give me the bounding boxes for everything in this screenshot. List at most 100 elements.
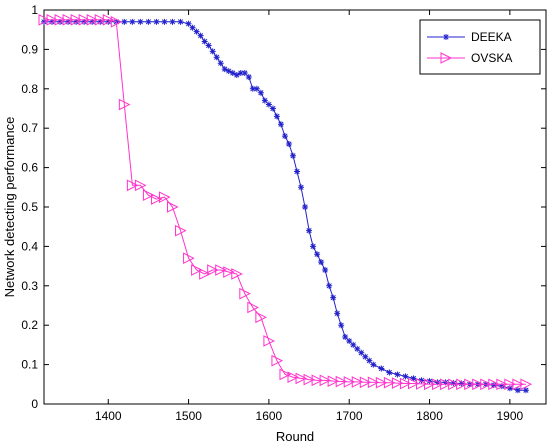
data-point — [362, 353, 369, 360]
legend-item-ovska: OVSKA — [427, 51, 512, 65]
data-point — [241, 70, 248, 77]
legend-item-deeka: DEEKA — [427, 30, 512, 44]
data-point — [167, 201, 179, 213]
axis-ticks: 1400 1500 1600 1700 1800 1900 0 0.1 0.2 0.3 0.4 0.5… — [21, 3, 546, 423]
data-point — [522, 387, 529, 394]
x-tick-label: 1400 — [95, 409, 122, 423]
data-point — [488, 378, 500, 391]
y-tick-label: 0.5 — [21, 200, 38, 214]
data-point — [375, 376, 388, 389]
series-ovska — [38, 14, 533, 391]
data-point — [263, 335, 276, 347]
data-point — [391, 377, 404, 389]
data-point — [440, 378, 452, 391]
data-point — [225, 68, 232, 75]
x-tick-label: 1500 — [175, 409, 202, 423]
legend-box — [419, 19, 541, 75]
data-point — [366, 357, 373, 364]
data-point — [506, 385, 513, 392]
data-point — [273, 113, 280, 120]
data-point — [221, 66, 228, 73]
legend-label: OVSKA — [471, 51, 512, 65]
data-point — [450, 380, 457, 387]
data-point — [239, 287, 251, 300]
data-point — [359, 376, 372, 389]
y-tick-label: 1 — [31, 3, 38, 17]
data-point — [326, 282, 333, 289]
data-point — [322, 267, 329, 274]
data-point — [121, 18, 128, 25]
data-point — [237, 70, 244, 77]
data-point — [62, 14, 75, 26]
data-point — [319, 374, 332, 387]
data-point — [378, 365, 385, 372]
data-point — [520, 378, 533, 391]
data-point — [201, 38, 208, 45]
data-point — [346, 337, 353, 344]
data-point — [370, 361, 377, 368]
x-tick-label: 1600 — [256, 409, 283, 423]
data-point — [169, 18, 176, 25]
data-point — [78, 14, 91, 26]
data-point — [153, 18, 160, 25]
data-point — [432, 378, 444, 391]
data-point — [150, 193, 163, 205]
data-point — [197, 32, 204, 39]
data-point — [193, 28, 200, 35]
data-point — [269, 105, 276, 112]
data-point — [330, 294, 337, 301]
data-point — [54, 14, 67, 26]
data-point — [440, 52, 453, 64]
data-point — [402, 373, 409, 380]
data-point — [279, 368, 292, 381]
data-point — [351, 376, 364, 388]
data-point — [255, 311, 267, 324]
data-point — [215, 264, 227, 276]
data-point — [46, 14, 59, 26]
plot-area — [43, 9, 547, 405]
data-point — [354, 345, 361, 352]
data-point — [303, 373, 316, 386]
data-point — [383, 376, 396, 389]
data-point — [464, 378, 476, 391]
data-point — [277, 121, 284, 128]
x-tick-label: 1900 — [497, 409, 524, 423]
data-point — [287, 371, 300, 384]
x-axis-label: Round — [276, 429, 314, 444]
data-point — [424, 378, 436, 391]
data-point — [142, 189, 155, 201]
data-point — [448, 378, 460, 391]
data-point — [231, 268, 243, 280]
data-point — [205, 42, 212, 49]
data-point — [145, 18, 152, 25]
data-point — [416, 378, 428, 390]
data-point — [177, 18, 184, 25]
series-line — [44, 19, 526, 385]
data-point — [185, 20, 192, 27]
data-point — [189, 24, 196, 31]
data-point — [110, 16, 123, 28]
data-point — [289, 152, 296, 159]
data-point — [407, 377, 420, 390]
data-point — [257, 89, 264, 96]
data-point — [480, 378, 492, 391]
data-point — [223, 266, 235, 278]
data-point — [161, 18, 168, 25]
data-point — [318, 259, 325, 266]
data-point — [38, 14, 51, 26]
data-point — [183, 252, 195, 265]
data-point — [338, 322, 345, 329]
data-point — [350, 341, 357, 348]
data-point — [335, 375, 348, 388]
y-tick-label: 0.6 — [21, 161, 38, 175]
data-point — [311, 374, 324, 387]
data-point — [285, 140, 292, 147]
data-point — [261, 97, 268, 104]
y-tick-label: 0.3 — [21, 279, 38, 293]
data-point — [102, 14, 115, 26]
y-tick-label: 0.8 — [21, 82, 38, 96]
data-point — [512, 378, 525, 391]
data-point — [367, 376, 380, 389]
y-tick-label: 0.4 — [21, 239, 38, 253]
